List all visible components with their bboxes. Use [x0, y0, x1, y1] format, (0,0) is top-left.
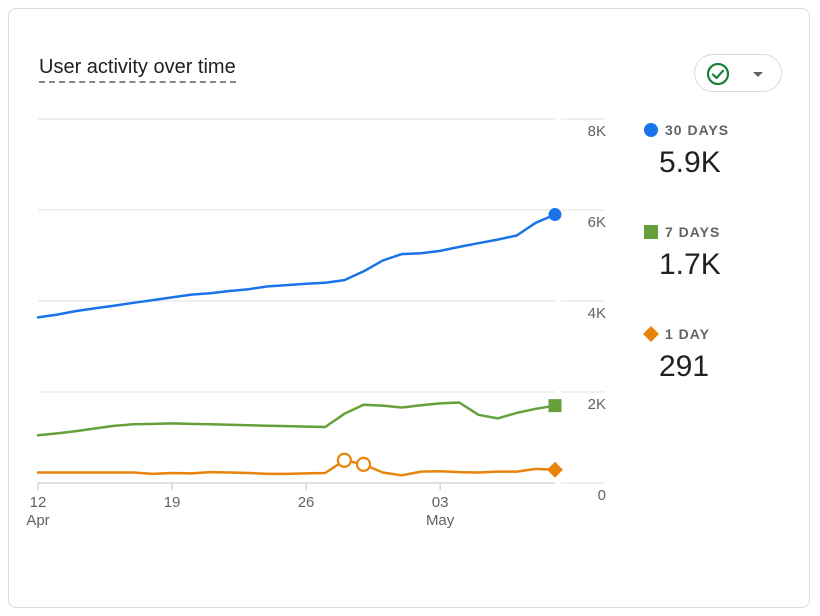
- x-tick-label: 03: [432, 494, 449, 511]
- legend-label: 1 DAY: [665, 326, 710, 342]
- legend-header: 7 DAYS: [643, 222, 721, 242]
- x-tick-month-label: May: [426, 512, 455, 529]
- legend-marker-diamond: [643, 326, 659, 342]
- insights-status-dropdown[interactable]: [694, 54, 782, 92]
- series-line-thirty-days: [36, 213, 557, 319]
- x-tick-label: 19: [164, 494, 181, 511]
- legend-value: 291: [659, 350, 710, 383]
- anomaly-marker: [355, 456, 372, 472]
- legend-label: 7 DAYS: [665, 224, 721, 240]
- user-activity-card: User activity over time: [8, 8, 810, 608]
- x-tick-label: 12: [30, 494, 47, 511]
- legend-label: 30 DAYS: [665, 122, 730, 138]
- legend-marker-square: [644, 225, 658, 239]
- legend-value: 1.7K: [659, 248, 721, 281]
- legend-header: 30 DAYS: [643, 120, 729, 140]
- card-title[interactable]: User activity over time: [39, 55, 236, 83]
- y-tick-label: 0: [598, 487, 606, 504]
- y-tick-label: 2K: [588, 396, 606, 413]
- legend-value: 5.9K: [659, 146, 721, 179]
- y-tick-label: 8K: [588, 123, 606, 140]
- series-end-marker-seven-days: [548, 399, 562, 413]
- series-line-one-day: [36, 459, 557, 477]
- series-end-marker-thirty-days: [548, 208, 562, 222]
- legend-marker-circle: [644, 123, 658, 137]
- legend-item-thirty-days: 30 DAYS 5.9K: [643, 120, 729, 180]
- legend-item-one-day: 1 DAY 291: [643, 324, 710, 384]
- y-tick-label: 4K: [588, 305, 606, 322]
- x-tick-month-label: Apr: [26, 512, 49, 529]
- legend-header: 1 DAY: [643, 324, 710, 344]
- caret-down-icon: [753, 72, 763, 77]
- x-tick-label: 26: [298, 494, 315, 511]
- series-end-marker-one-day: [547, 461, 563, 478]
- legend-item-seven-days: 7 DAYS 1.7K: [643, 222, 721, 282]
- check-circle-icon: [706, 62, 730, 86]
- anomaly-marker: [336, 452, 352, 468]
- series-line-seven-days: [36, 401, 557, 437]
- y-tick-label: 6K: [588, 214, 606, 231]
